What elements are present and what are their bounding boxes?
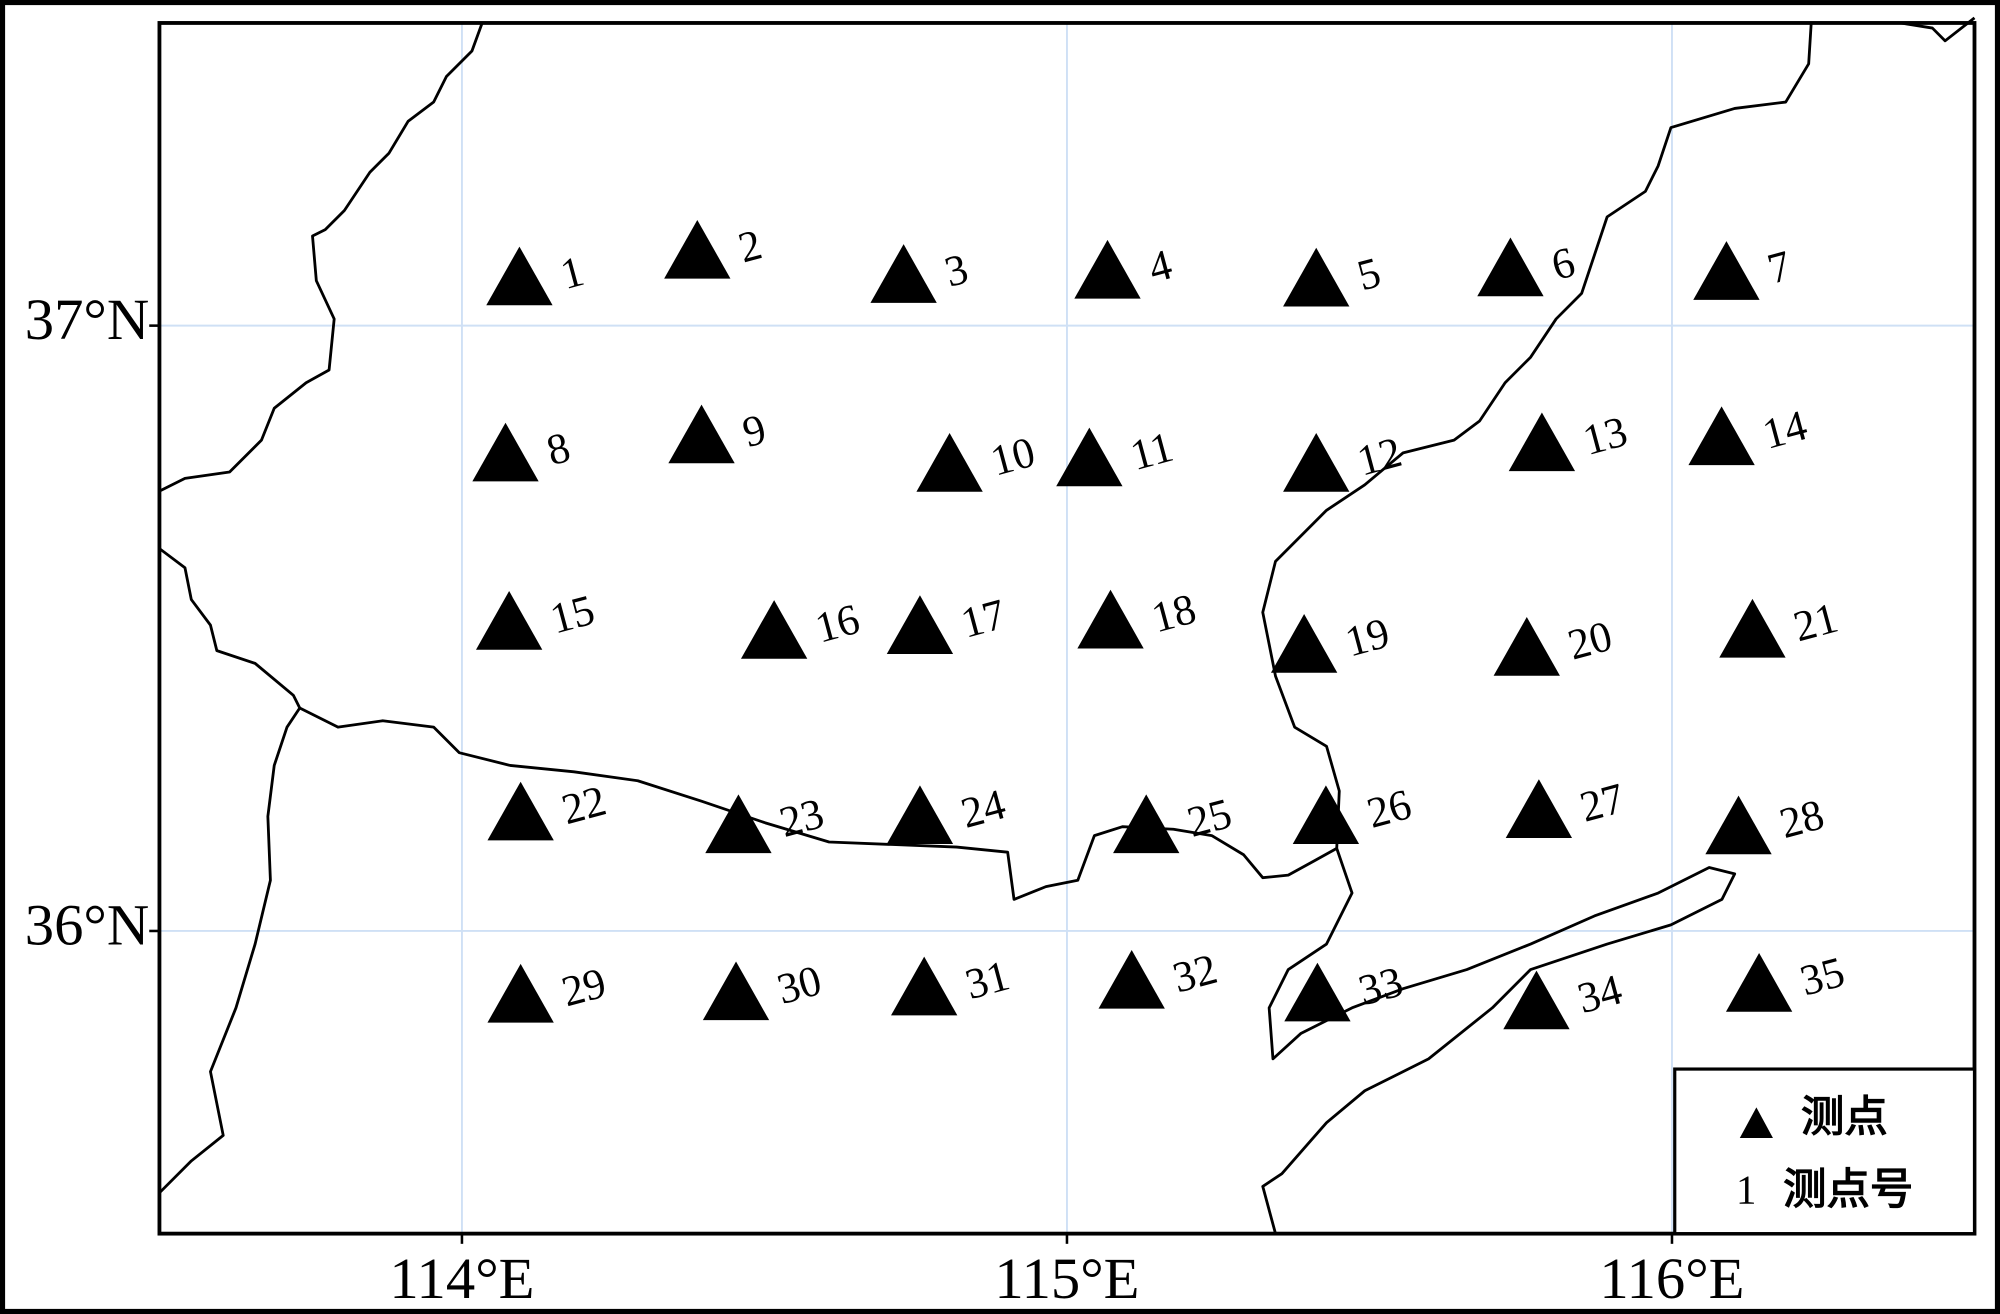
boundary-line [158, 547, 302, 1194]
station-marker [1270, 614, 1338, 673]
station-marker [1693, 241, 1760, 300]
station-marker [1503, 970, 1570, 1030]
x-tick-label: 116°E [1599, 1246, 1744, 1311]
station-marker [891, 956, 958, 1016]
station-marker [1056, 427, 1123, 487]
station-marker [886, 785, 954, 845]
legend-marker [1739, 1107, 1773, 1138]
station-marker [702, 961, 770, 1021]
boundaries [158, 16, 1976, 1234]
station-marker [740, 600, 808, 659]
station-marker [1074, 239, 1141, 299]
station-marker [1284, 962, 1351, 1022]
station-marker [664, 219, 731, 279]
station-marker [1719, 598, 1786, 658]
station-marker [916, 433, 983, 492]
station-marker [1292, 785, 1360, 845]
station-marker [870, 244, 937, 303]
station-marker [886, 595, 954, 654]
legend-number-sample: 1 [1736, 1167, 1756, 1212]
station-marker [475, 591, 543, 650]
legend-label: 测点 [1801, 1093, 1888, 1141]
station-marker [1508, 412, 1576, 472]
boundary-line [158, 22, 484, 493]
legend: 测点 1 测点号 [1673, 1067, 1977, 1236]
station-marker [668, 404, 735, 464]
grid [159, 22, 1975, 1234]
x-tick-label: 115°E [994, 1246, 1139, 1311]
axes: 114°E 115°E 116°E 36°N 37°N [25, 287, 1745, 1311]
station-marker [1283, 433, 1350, 492]
y-tick-label: 37°N [25, 287, 149, 352]
legend-label: 测点号 [1783, 1166, 1913, 1214]
station-marker [1113, 794, 1180, 854]
y-tick-label: 36°N [25, 892, 149, 957]
station-marker [705, 794, 772, 854]
x-tick-label: 114°E [389, 1246, 534, 1311]
station-marker [1505, 779, 1573, 838]
boundary-line [1261, 22, 1813, 1234]
station-marker [1077, 589, 1144, 649]
station-marker [472, 422, 539, 482]
boundary-line [1900, 16, 1976, 43]
station-marker [1688, 406, 1755, 466]
legend-box [1673, 1067, 1977, 1236]
station-marker [486, 246, 553, 306]
station-marker [487, 963, 554, 1023]
station-marker [1705, 795, 1772, 855]
boundary-line [299, 706, 1338, 901]
station-marker [1098, 949, 1165, 1009]
station-marker [487, 781, 554, 841]
station-marker [1725, 953, 1793, 1012]
station-marker [1283, 247, 1350, 307]
station-marker [1493, 617, 1560, 676]
station-marker [1477, 237, 1544, 297]
